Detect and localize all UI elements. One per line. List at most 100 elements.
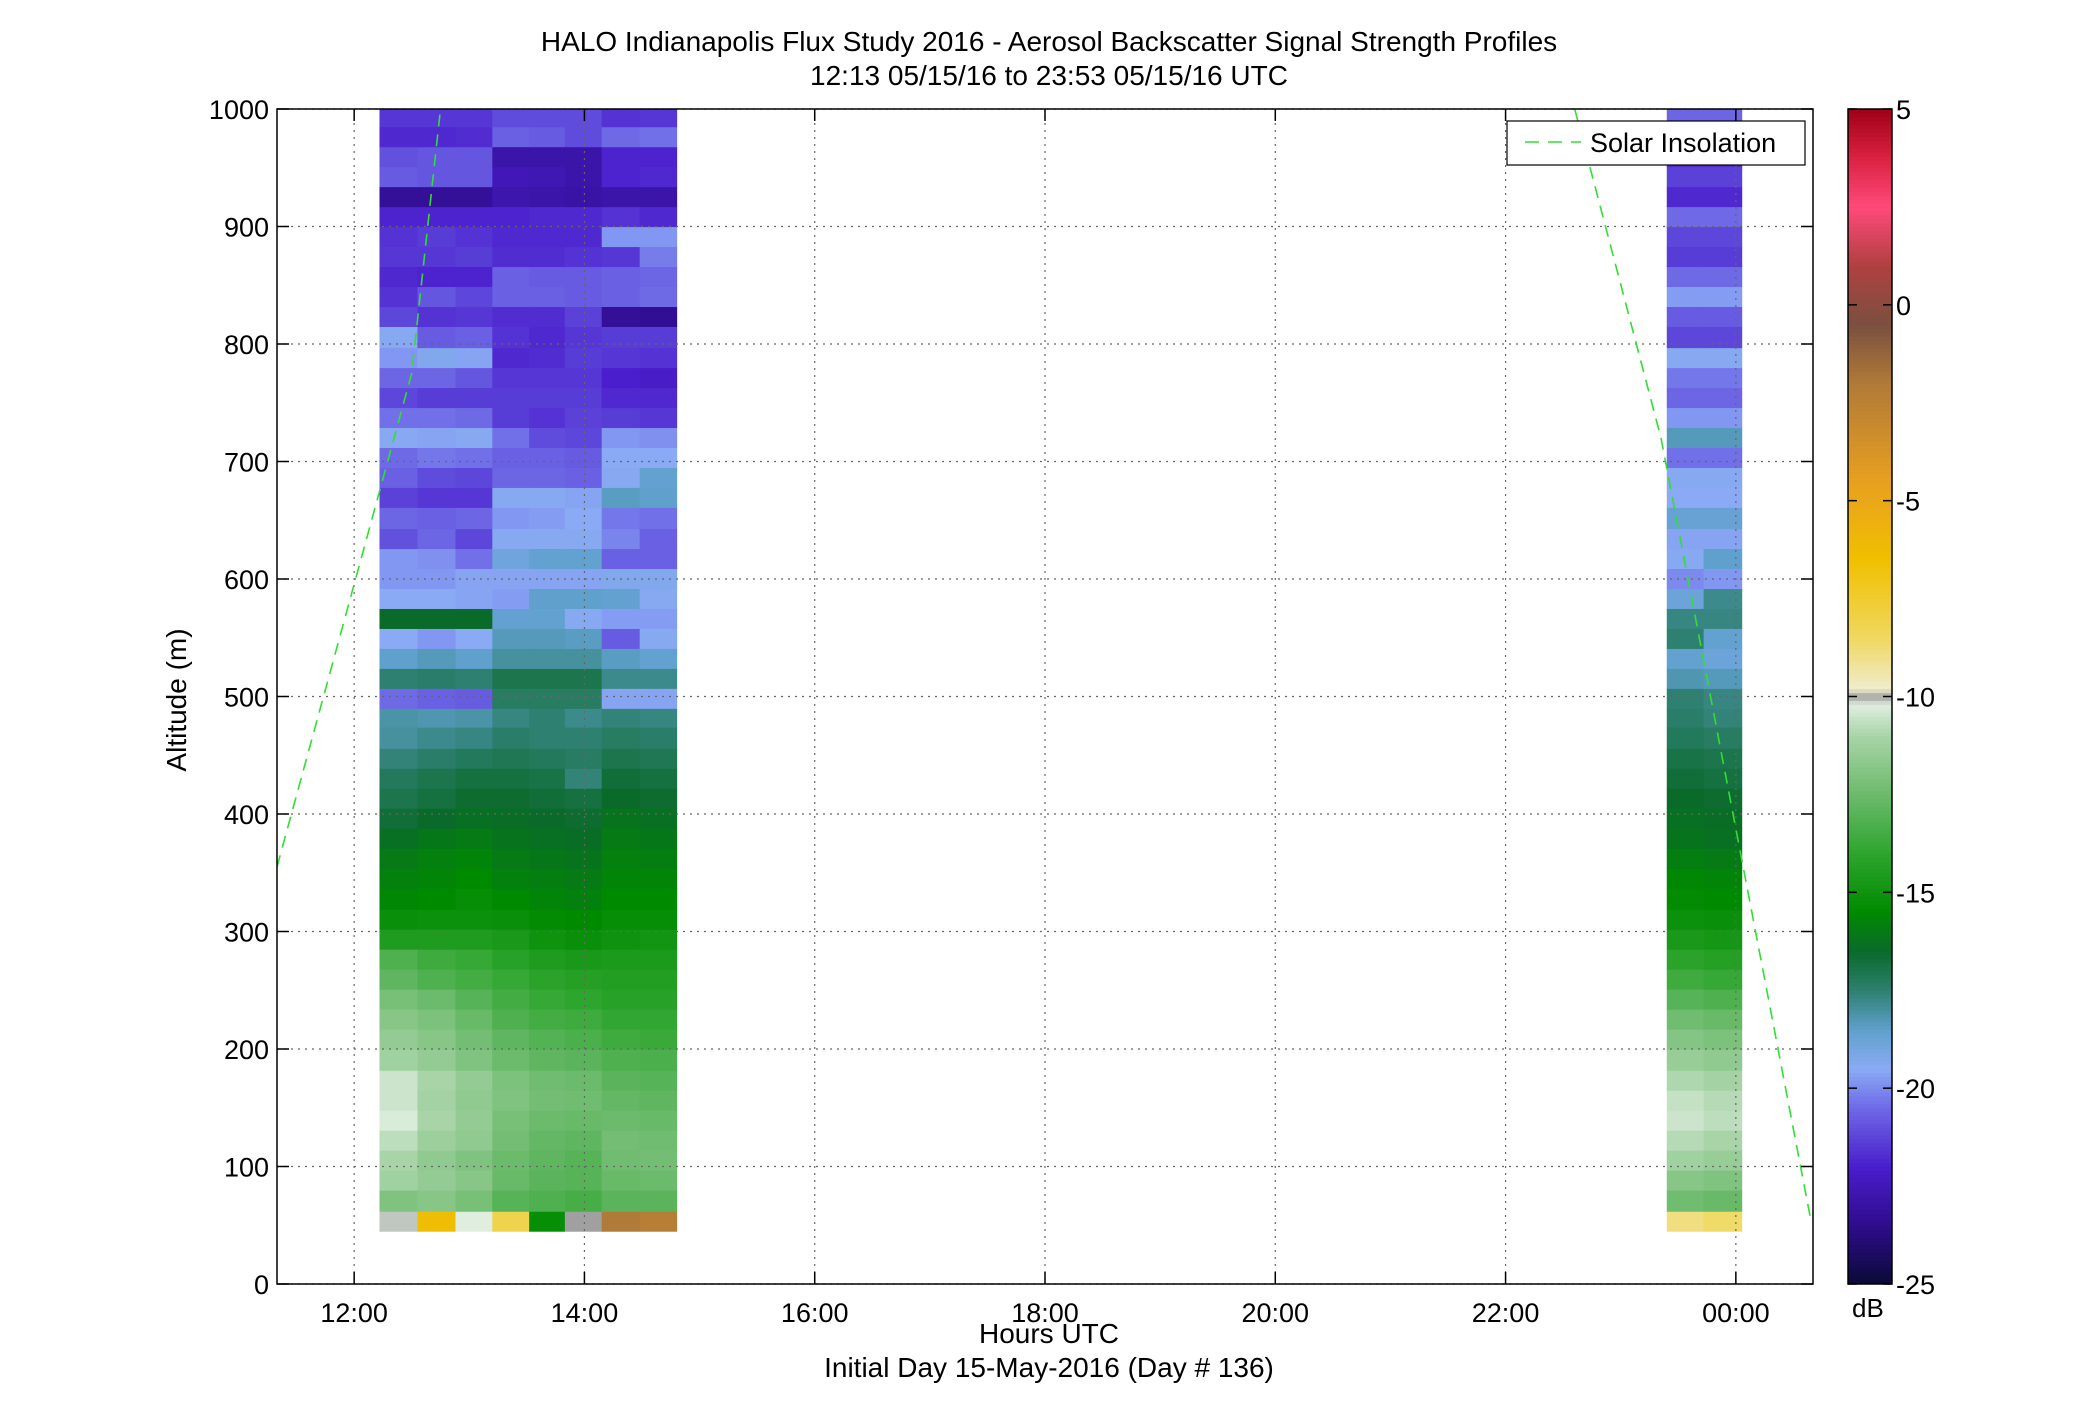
colorbar-band: [1848, 1193, 1892, 1199]
heatmap-cell: [639, 868, 678, 889]
heatmap-cell: [492, 628, 530, 649]
heatmap-cell: [455, 748, 493, 769]
heatmap-cell: [601, 748, 641, 769]
heatmap-cell: [639, 1110, 678, 1131]
heatmap-cell: [1703, 367, 1743, 389]
colorbar-band: [1848, 300, 1892, 306]
heatmap-cell: [639, 648, 678, 669]
colorbar-band: [1848, 998, 1892, 1003]
colorbar-band: [1848, 1252, 1892, 1258]
heatmap-cell: [639, 467, 678, 488]
heatmap-cell: [492, 447, 530, 468]
heatmap-cell: [529, 347, 566, 369]
colorbar-band: [1848, 759, 1892, 764]
heatmap-cell: [417, 848, 457, 869]
heatmap-cell: [639, 286, 678, 308]
heatmap-cell: [492, 888, 530, 910]
heatmap-cell: [1703, 407, 1743, 429]
heatmap-cell: [529, 909, 566, 930]
colorbar-tick-label: -10: [1896, 683, 1935, 713]
heatmap-cell: [1703, 888, 1743, 910]
heatmap-cell: [417, 367, 457, 389]
colorbar-band: [1848, 637, 1892, 643]
heatmap-cell: [1703, 1190, 1743, 1212]
heatmap-cell: [417, 427, 457, 449]
heatmap-cell: [601, 888, 641, 910]
colorbar-band: [1848, 618, 1892, 623]
x-tick-label: 12:00: [320, 1298, 388, 1328]
colorbar-band: [1848, 199, 1892, 204]
heatmap-cell: [601, 246, 641, 268]
colorbar-band: [1848, 1276, 1892, 1281]
heatmap-cell: [492, 929, 530, 950]
colorbar-band: [1848, 790, 1892, 795]
heatmap-cell: [492, 487, 530, 508]
heatmap-cell: [455, 949, 493, 970]
heatmap-cell: [601, 969, 641, 990]
heatmap-cell: [601, 427, 641, 449]
heatmap-cell: [379, 347, 419, 369]
heatmap-cell: [529, 949, 566, 970]
heatmap-cell: [379, 548, 419, 570]
colorbar-band: [1848, 1064, 1892, 1070]
heatmap-cell: [492, 226, 530, 248]
heatmap-cell: [639, 1090, 678, 1111]
colorbar-band: [1848, 265, 1892, 271]
heatmap-cell: [1703, 1211, 1743, 1232]
heatmap-cell: [639, 708, 678, 728]
heatmap-cell: [564, 708, 603, 728]
heatmap-cell: [492, 688, 530, 709]
colorbar-band: [1848, 1248, 1892, 1254]
heatmap-cell: [379, 447, 419, 468]
heatmap-cell: [564, 949, 603, 970]
heatmap-cell: [379, 367, 419, 389]
colorbar-band: [1848, 958, 1892, 964]
heatmap-cell: [455, 1110, 493, 1131]
colorbar-band: [1848, 849, 1892, 854]
heatmap-cell: [529, 748, 566, 769]
heatmap-cell: [601, 768, 641, 789]
heatmap-cell: [1703, 447, 1743, 468]
heatmap-cell: [379, 949, 419, 970]
heatmap-cell: [529, 628, 566, 649]
heatmap-cell: [639, 1130, 678, 1151]
heatmap-cell: [1666, 628, 1705, 649]
colorbar-band: [1848, 1260, 1892, 1265]
heatmap-cell: [639, 1070, 678, 1091]
heatmap-cell: [492, 949, 530, 970]
colorbar-band: [1848, 731, 1892, 737]
heatmap-cell: [601, 487, 641, 508]
heatmap-cell: [564, 146, 603, 168]
heatmap-cell: [529, 727, 566, 749]
heatmap-cell: [1703, 286, 1743, 308]
colorbar-band: [1848, 277, 1892, 282]
heatmap-cell: [455, 868, 493, 889]
heatmap-cell: [564, 608, 603, 629]
colorbar-band: [1848, 723, 1892, 729]
colorbar-band: [1848, 626, 1892, 631]
heatmap-cell: [417, 166, 457, 188]
colorbar-band: [1848, 669, 1892, 674]
colorbar-band: [1848, 727, 1892, 733]
heatmap-cell: [492, 828, 530, 849]
colorbar-band: [1848, 919, 1892, 925]
heatmap-cell: [564, 286, 603, 308]
heatmap-cell: [639, 989, 678, 1010]
heatmap-cell: [1703, 306, 1743, 327]
colorbar-band: [1848, 915, 1892, 921]
heatmap-cell: [379, 109, 419, 128]
heatmap-cell: [529, 1049, 566, 1071]
colorbar-band: [1848, 203, 1892, 208]
colorbar-band: [1848, 590, 1892, 596]
colorbar-band: [1848, 606, 1892, 611]
heatmap-cell: [1666, 286, 1705, 308]
heatmap-cell: [455, 347, 493, 369]
y-tick-label: 1000: [209, 95, 269, 125]
colorbar-band: [1848, 982, 1892, 987]
heatmap-cell: [639, 1170, 678, 1191]
heatmap-cell: [601, 909, 641, 930]
heatmap-cell: [379, 467, 419, 488]
colorbar-band: [1848, 770, 1892, 776]
heatmap-cell: [379, 427, 419, 449]
heatmap-cell: [601, 528, 641, 550]
